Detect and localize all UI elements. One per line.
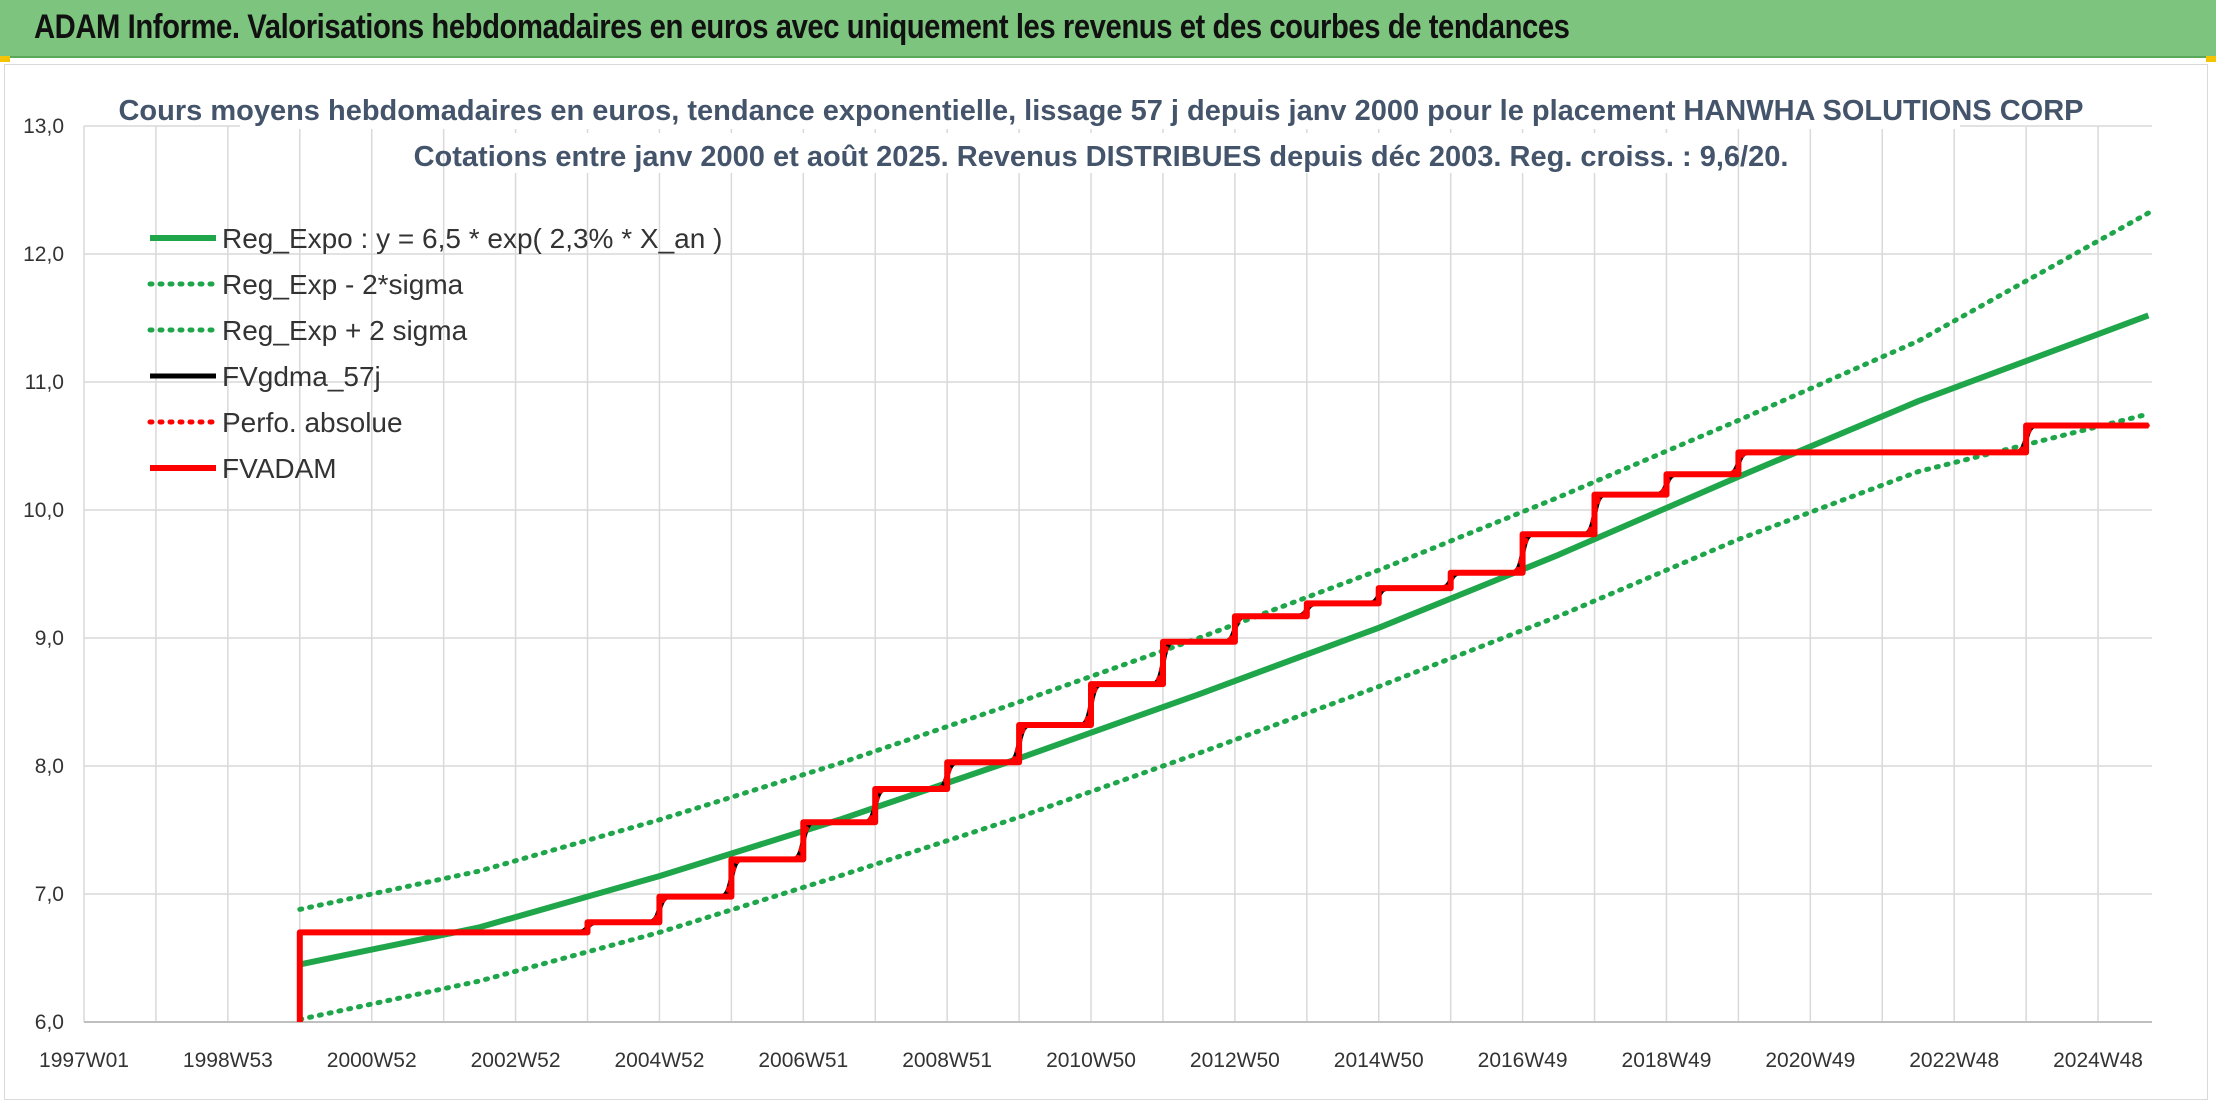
chart-title-line1: Cours moyens hebdomadaires en euros, ten… (118, 95, 2083, 127)
series-layer (296, 210, 2151, 1022)
title-layer: Cours moyens hebdomadaires en euros, ten… (118, 89, 2084, 173)
y-tick-label: 11,0 (25, 371, 64, 394)
legend-label: FVADAM (222, 453, 337, 484)
x-tick-label: 1998W53 (183, 1049, 273, 1072)
reg-exp-plus-2sigma-line (297, 210, 2151, 912)
x-tick-label: 2004W52 (614, 1049, 704, 1072)
corner-mark-right (2206, 56, 2216, 62)
y-tick-label: 10,0 (23, 499, 64, 522)
x-tick-label: 2008W51 (902, 1049, 992, 1072)
y-tick-label: 9,0 (35, 627, 64, 650)
reg-exp-minus-2sigma-line (297, 411, 2151, 1022)
y-tick-label: 6,0 (35, 1011, 64, 1034)
x-tick-label: 2022W48 (1909, 1049, 1999, 1072)
legend: Reg_Expo : y = 6,5 * exp( 2,3% * X_an ) R… (147, 223, 722, 484)
x-tick-label: 2018W49 (1622, 1049, 1712, 1072)
grid-layer (83, 125, 2152, 1023)
x-tick-label: 2016W49 (1478, 1049, 1568, 1072)
axis-layer: 6,0 7,0 8,0 9,0 10,0 11,0 12,0 13,0 1997W01 1998W… (23, 115, 2152, 1072)
x-tick-label: 2002W52 (471, 1049, 561, 1072)
legend-reg-exp-plus: Reg_Exp + 2 sigma (147, 315, 468, 346)
legend-label: Reg_Expo : y = 6,5 * exp( 2,3% * X_an ) (222, 223, 722, 254)
chart-title-line2: Cotations entre janv 2000 et août 2025. … (414, 141, 1789, 173)
legend-fvadam: FVADAM (150, 453, 337, 484)
header-bar: ADAM Informe. Valorisations hebdomadaire… (0, 0, 2216, 58)
legend-perfo: Perfo. absolue (147, 407, 403, 438)
x-tick-label: 2014W50 (1334, 1049, 1424, 1072)
perfo-absolue-line (297, 423, 2151, 935)
y-tick-label: 8,0 (35, 755, 64, 778)
legend-fvgdma: FVgdma_57j (150, 361, 381, 392)
x-tick-label: 2000W52 (327, 1049, 417, 1072)
title-line2-bg (490, 133, 1710, 173)
x-tick-label: 2020W49 (1765, 1049, 1855, 1072)
fvgdma-57j-line (299, 423, 2149, 935)
legend-label: Perfo. absolue (222, 407, 403, 438)
legend-label: Reg_Exp + 2 sigma (222, 315, 468, 346)
x-tick-label: 1997W01 (39, 1049, 129, 1072)
legend-reg-expo: Reg_Expo : y = 6,5 * exp( 2,3% * X_an ) (150, 223, 722, 254)
legend-reg-exp-minus: Reg_Exp - 2*sigma (147, 269, 464, 300)
x-tick-label: 2012W50 (1190, 1049, 1280, 1072)
x-tick-label: 2024W48 (2053, 1049, 2143, 1072)
chart-frame (4, 64, 2208, 1100)
y-tick-label: 12,0 (23, 243, 64, 266)
y-tick-label: 13,0 (23, 115, 64, 138)
x-tick-label: 2010W50 (1046, 1049, 1136, 1072)
title-line1-bg (240, 89, 1960, 129)
legend-label: FVgdma_57j (222, 361, 381, 392)
legend-label: Reg_Exp - 2*sigma (222, 269, 464, 300)
x-tick-label: 2006W51 (758, 1049, 848, 1072)
y-tick-label: 7,0 (35, 883, 64, 906)
fvadam-line (296, 422, 2149, 1022)
corner-mark-left (0, 56, 10, 62)
page-title: ADAM Informe. Valorisations hebdomadaire… (34, 8, 1570, 46)
